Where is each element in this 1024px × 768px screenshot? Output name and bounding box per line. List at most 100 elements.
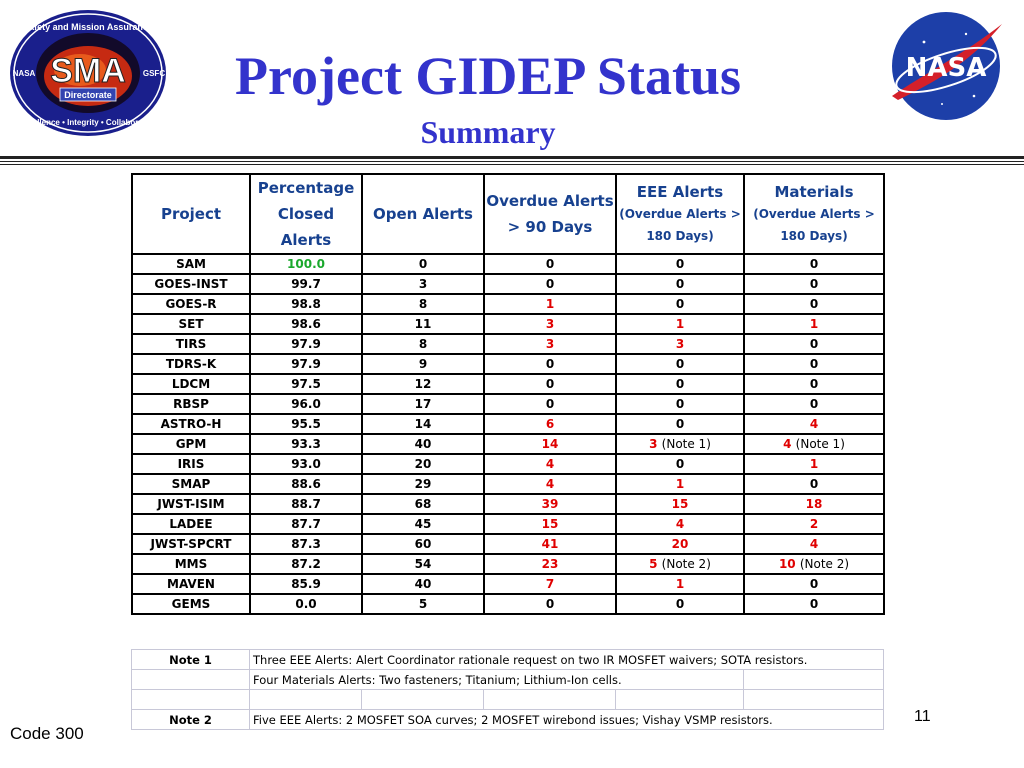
- open-alerts: 0: [361, 253, 485, 275]
- table-row: IRIS 93.0 20 4 0 1: [131, 453, 885, 475]
- open-alerts: 68: [361, 493, 485, 515]
- eee-alerts: 0: [675, 416, 685, 431]
- materials-alerts: 0: [809, 376, 819, 391]
- eee-alerts-cell: 0: [615, 273, 745, 295]
- table-row: SAM 100.0 0 0 0 0: [131, 253, 885, 275]
- table-row: SMAP 88.6 29 4 1 0: [131, 473, 885, 495]
- project-name: IRIS: [131, 453, 251, 475]
- materials-alerts-note: (Note 1): [795, 436, 845, 451]
- materials-alerts-cell: 0: [743, 373, 885, 395]
- header-rule-thin: [0, 161, 1024, 162]
- note-text: Four Materials Alerts: Two fasteners; Ti…: [249, 669, 744, 690]
- overdue-alerts: 6: [483, 413, 617, 435]
- note-empty-cell: [361, 689, 484, 710]
- overdue-alerts: 14: [483, 433, 617, 455]
- note-row: [131, 689, 884, 710]
- table-row: LADEE 87.7 45 15 4 2: [131, 513, 885, 535]
- open-alerts: 40: [361, 433, 485, 455]
- materials-alerts-cell: 0: [743, 333, 885, 355]
- note-empty-cell: [615, 689, 744, 710]
- col-header-eee-sub: (Overdue Alerts > 180 Days): [619, 207, 741, 243]
- eee-alerts-cell: 0: [615, 593, 745, 615]
- note-label: Note 1: [131, 649, 250, 670]
- materials-alerts-cell: 0: [743, 573, 885, 595]
- note-text: Three EEE Alerts: Alert Coordinator rati…: [249, 649, 884, 670]
- eee-alerts-cell: 3 (Note 1): [615, 433, 745, 455]
- open-alerts: 40: [361, 573, 485, 595]
- sma-banner: Directorate: [64, 90, 112, 100]
- project-name: SET: [131, 313, 251, 335]
- materials-alerts: 2: [809, 516, 819, 531]
- percentage-closed: 87.2: [249, 553, 363, 575]
- nasa-logo: NASA: [884, 4, 1004, 124]
- eee-alerts-cell: 5 (Note 2): [615, 553, 745, 575]
- materials-alerts: 0: [809, 356, 819, 371]
- eee-alerts: 0: [675, 296, 685, 311]
- open-alerts: 11: [361, 313, 485, 335]
- note-empty-cell: [249, 689, 362, 710]
- eee-alerts-cell: 20: [615, 533, 745, 555]
- table-row: GOES-INST 99.7 3 0 0 0: [131, 273, 885, 295]
- project-name: JWST-ISIM: [131, 493, 251, 515]
- overdue-alerts: 0: [483, 373, 617, 395]
- eee-alerts: 3: [675, 336, 685, 351]
- page-number: 11: [914, 708, 931, 725]
- col-header-materials-sub: (Overdue Alerts > 180 Days): [753, 207, 875, 243]
- project-name: GOES-INST: [131, 273, 251, 295]
- header-rule-thick: [0, 156, 1024, 159]
- table-row: MMS 87.2 54 23 5 (Note 2) 10 (Note 2): [131, 553, 885, 575]
- table-row: TDRS-K 97.9 9 0 0 0: [131, 353, 885, 375]
- note-empty-cell: [483, 689, 616, 710]
- overdue-alerts: 4: [483, 473, 617, 495]
- percentage-closed: 93.0: [249, 453, 363, 475]
- eee-alerts: 1: [675, 576, 685, 591]
- percentage-closed: 87.3: [249, 533, 363, 555]
- project-name: SMAP: [131, 473, 251, 495]
- eee-alerts: 3: [649, 436, 658, 451]
- overdue-alerts: 0: [483, 593, 617, 615]
- materials-alerts-cell: 1: [743, 453, 885, 475]
- project-name: ASTRO-H: [131, 413, 251, 435]
- eee-alerts-cell: 0: [615, 413, 745, 435]
- open-alerts: 3: [361, 273, 485, 295]
- notes-table: Note 1 Three EEE Alerts: Alert Coordinat…: [131, 649, 884, 730]
- overdue-alerts: 0: [483, 253, 617, 275]
- project-name: GEMS: [131, 593, 251, 615]
- eee-alerts: 0: [675, 356, 685, 371]
- table-row: LDCM 97.5 12 0 0 0: [131, 373, 885, 395]
- open-alerts: 5: [361, 593, 485, 615]
- table-row: SET 98.6 11 3 1 1: [131, 313, 885, 335]
- note-row: Note 1 Three EEE Alerts: Alert Coordinat…: [131, 649, 884, 670]
- col-header-project: Project: [131, 173, 251, 255]
- eee-alerts-cell: 0: [615, 393, 745, 415]
- materials-alerts: 1: [809, 316, 819, 331]
- col-header-eee-label: EEE Alerts: [636, 183, 724, 201]
- eee-alerts: 0: [675, 376, 685, 391]
- materials-alerts-cell: 0: [743, 293, 885, 315]
- percentage-closed: 88.6: [249, 473, 363, 495]
- percentage-closed: 98.6: [249, 313, 363, 335]
- open-alerts: 9: [361, 353, 485, 375]
- eee-alerts-cell: 0: [615, 253, 745, 275]
- eee-alerts: 1: [675, 316, 685, 331]
- materials-alerts: 4: [783, 436, 792, 451]
- eee-alerts-cell: 1: [615, 313, 745, 335]
- project-name: MAVEN: [131, 573, 251, 595]
- eee-alerts-note: (Note 1): [661, 436, 711, 451]
- percentage-closed: 85.9: [249, 573, 363, 595]
- project-name: RBSP: [131, 393, 251, 415]
- note-row: Note 2 Five EEE Alerts: 2 MOSFET SOA cur…: [131, 709, 884, 730]
- project-name: LDCM: [131, 373, 251, 395]
- col-header-percentage-closed: Percentage Closed Alerts: [249, 173, 363, 255]
- materials-alerts-cell: 0: [743, 253, 885, 275]
- eee-alerts-cell: 1: [615, 573, 745, 595]
- materials-alerts: 0: [809, 256, 819, 271]
- sma-ring-top: Safety and Mission Assurance: [23, 22, 153, 32]
- overdue-alerts: 23: [483, 553, 617, 575]
- percentage-closed: 95.5: [249, 413, 363, 435]
- sma-right-text: GSFC: [143, 69, 165, 78]
- overdue-alerts: 4: [483, 453, 617, 475]
- open-alerts: 29: [361, 473, 485, 495]
- overdue-alerts: 7: [483, 573, 617, 595]
- project-name: SAM: [131, 253, 251, 275]
